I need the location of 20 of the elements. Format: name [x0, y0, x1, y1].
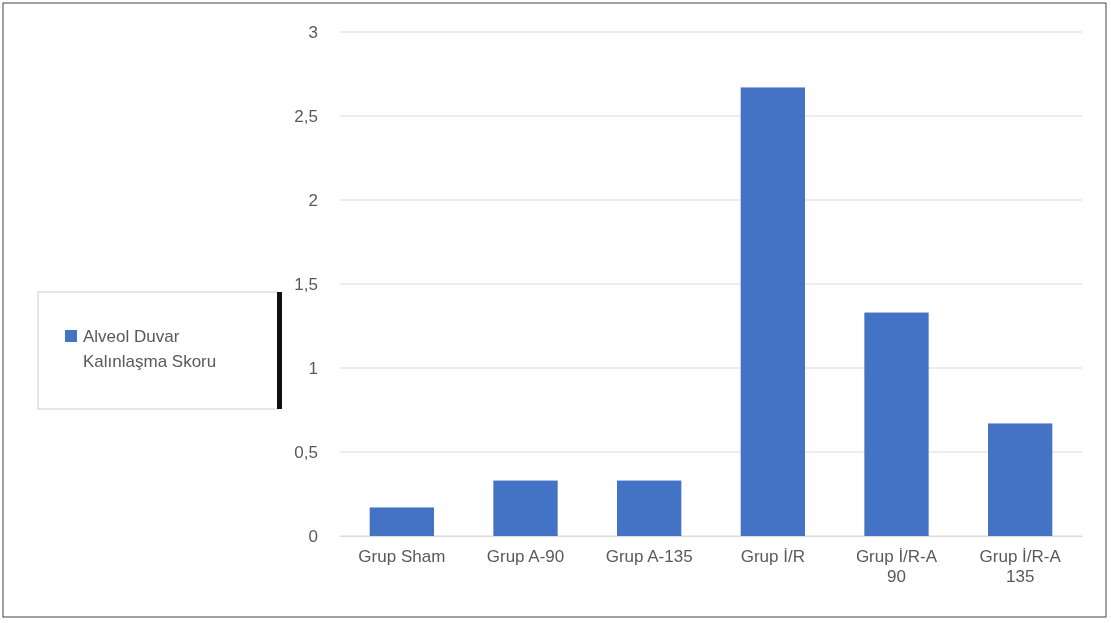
y-tick-label: 3 — [308, 22, 318, 42]
x-tick-label: Grup Sham — [358, 547, 446, 567]
x-tick-label: Grup A-135 — [605, 547, 693, 567]
y-tick-label: 2 — [308, 190, 318, 210]
legend-label: Alveol Duvar Kalınlaşma Skoru — [83, 327, 217, 371]
bar — [617, 480, 682, 536]
bar — [740, 87, 805, 536]
y-tick-label: 0 — [308, 526, 318, 546]
y-tick-label: 1,5 — [294, 274, 318, 294]
x-tick-label: Grup İ/R — [740, 547, 805, 567]
y-tick-label: 2,5 — [294, 106, 318, 126]
bar — [864, 312, 929, 536]
x-tick-label: Grup A-90 — [486, 547, 565, 567]
x-tick-label: Grup İ/R-A 135 — [979, 547, 1062, 587]
bar — [988, 423, 1053, 536]
bar — [369, 507, 434, 536]
bar — [493, 480, 558, 536]
y-tick-label: 0,5 — [294, 442, 318, 462]
y-tick-label: 1 — [308, 358, 318, 378]
x-tick-label: Grup İ/R-A 90 — [855, 547, 938, 587]
